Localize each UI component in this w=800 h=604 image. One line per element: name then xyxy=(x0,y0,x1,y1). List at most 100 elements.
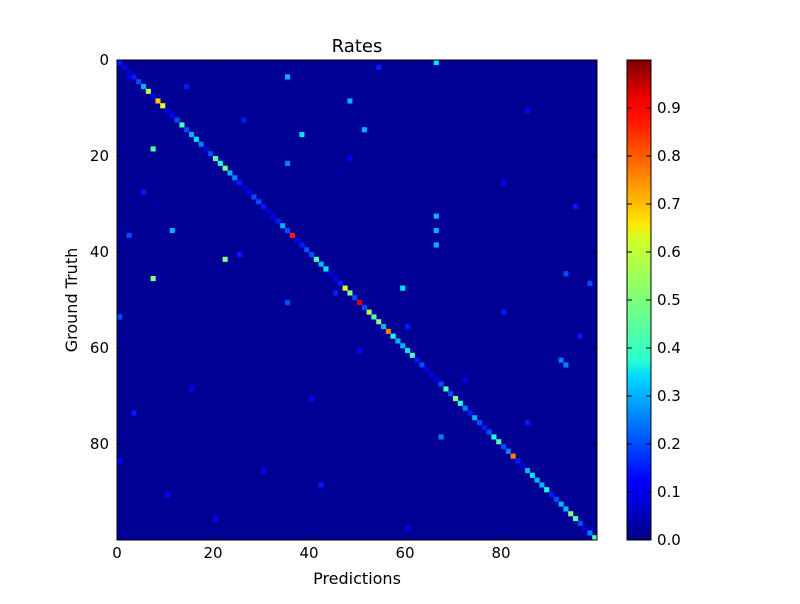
heatmap-cell xyxy=(568,511,574,517)
heatmap-cell xyxy=(261,204,267,210)
plot-frame xyxy=(116,59,598,541)
heatmap-cell xyxy=(213,156,219,162)
heatmap-cell xyxy=(333,276,339,282)
heatmap-cell xyxy=(189,386,195,392)
heatmap-cell xyxy=(117,314,123,320)
heatmap-cell xyxy=(443,386,449,392)
heatmap-cell xyxy=(544,487,550,493)
heatmap-cell xyxy=(501,309,507,315)
y-tick-label: 40 xyxy=(90,243,109,261)
heatmap-cell xyxy=(347,156,353,162)
heatmap-cell xyxy=(241,117,247,123)
heatmap-cell xyxy=(549,492,555,498)
heatmap-cell xyxy=(270,213,276,219)
heatmap-cell xyxy=(558,357,564,363)
heatmap-cell xyxy=(400,343,406,349)
heatmap-cell xyxy=(145,88,151,94)
heatmap-cell xyxy=(525,108,531,114)
heatmap-cell xyxy=(477,420,483,426)
heatmap-cell xyxy=(222,256,228,262)
colorbar-tick-label: 0.6 xyxy=(657,243,681,261)
heatmap-cell xyxy=(491,434,497,440)
heatmap-cell xyxy=(467,410,473,416)
heatmap-cell xyxy=(150,93,156,99)
heatmap-cell xyxy=(150,276,156,282)
heatmap-cell xyxy=(313,256,319,262)
heatmap-cell xyxy=(361,127,367,133)
heatmap-cell xyxy=(285,160,291,166)
heatmap-cell xyxy=(496,439,502,445)
heatmap-cell xyxy=(424,367,430,373)
heatmap-cell xyxy=(261,468,267,474)
heatmap-cell xyxy=(433,242,439,248)
heatmap-cell xyxy=(117,458,123,464)
heatmap-cell xyxy=(438,381,444,387)
heatmap-cell xyxy=(405,348,411,354)
heatmap-cell xyxy=(165,492,171,498)
heatmap-cell xyxy=(318,261,324,267)
heatmap-cell xyxy=(405,525,411,531)
x-tick-label: 80 xyxy=(491,544,510,562)
heatmap-cell xyxy=(136,79,142,85)
heatmap-cell xyxy=(371,314,377,320)
heatmap-cell xyxy=(577,333,583,339)
heatmap-cell xyxy=(126,232,132,238)
heatmap-cell xyxy=(414,357,420,363)
heatmap-cell xyxy=(462,405,468,411)
heatmap-cell xyxy=(141,84,147,90)
heatmap-cell xyxy=(592,535,598,541)
heatmap-cell xyxy=(558,501,564,507)
heatmap-cell xyxy=(376,64,382,70)
heatmap-cell xyxy=(462,376,468,382)
heatmap-cell xyxy=(237,252,243,258)
heatmap-cell xyxy=(419,362,425,368)
heatmap-cell xyxy=(486,429,492,435)
heatmap-cell xyxy=(155,98,161,104)
heatmap-cell xyxy=(169,228,175,234)
colorbar-tick-label: 0.3 xyxy=(657,387,681,405)
heatmap-cell xyxy=(309,252,315,258)
heatmap-cell xyxy=(405,324,411,330)
colorbar-tick-label: 0.5 xyxy=(657,291,681,309)
heatmap-cell xyxy=(520,463,526,469)
colorbar-tick-label: 0.0 xyxy=(657,531,681,549)
heatmap-cell xyxy=(213,516,219,522)
heatmap-cell xyxy=(510,453,516,459)
x-tick-label: 0 xyxy=(112,544,122,562)
heatmap-cell xyxy=(573,204,579,210)
heatmap-cell xyxy=(587,530,593,536)
heatmap-cell xyxy=(174,117,180,123)
heatmap-cell xyxy=(217,160,223,166)
colorbar-tick-label: 0.8 xyxy=(657,147,681,165)
heatmap-cell xyxy=(198,141,204,147)
x-tick-label: 20 xyxy=(203,544,222,562)
x-tick-label: 60 xyxy=(395,544,414,562)
heatmap-cell xyxy=(131,410,137,416)
heatmap-cell xyxy=(376,319,382,325)
heatmap-cell xyxy=(352,295,358,301)
colorbar-tick-label: 0.2 xyxy=(657,435,681,453)
heatmap-cell xyxy=(117,60,123,66)
heatmap-cell xyxy=(347,290,353,296)
heatmap-cell xyxy=(563,271,569,277)
heatmap-cell xyxy=(160,103,166,109)
heatmap-cell xyxy=(366,309,372,315)
heatmap-cell xyxy=(141,189,147,195)
heatmap-cell xyxy=(251,194,257,200)
heatmap-cell xyxy=(121,64,127,70)
y-tick-label: 60 xyxy=(90,339,109,357)
heatmap-cell xyxy=(294,237,300,243)
colorbar-ticks: 0.0 0.1 0.2 0.3 0.4 0.5 0.6 0.7 0.8 0.9 xyxy=(627,99,681,549)
heatmap-cell xyxy=(433,213,439,219)
heatmap-cell xyxy=(582,525,588,531)
heatmap-cell xyxy=(126,69,132,75)
heatmap-cell xyxy=(472,415,478,421)
heatmap-cell xyxy=(304,247,310,253)
heatmap-cell xyxy=(150,146,156,152)
heatmap-cell xyxy=(409,352,415,358)
heatmap-cell xyxy=(563,362,569,368)
heatmap-cell xyxy=(131,74,137,80)
heatmap-cell xyxy=(285,300,291,306)
